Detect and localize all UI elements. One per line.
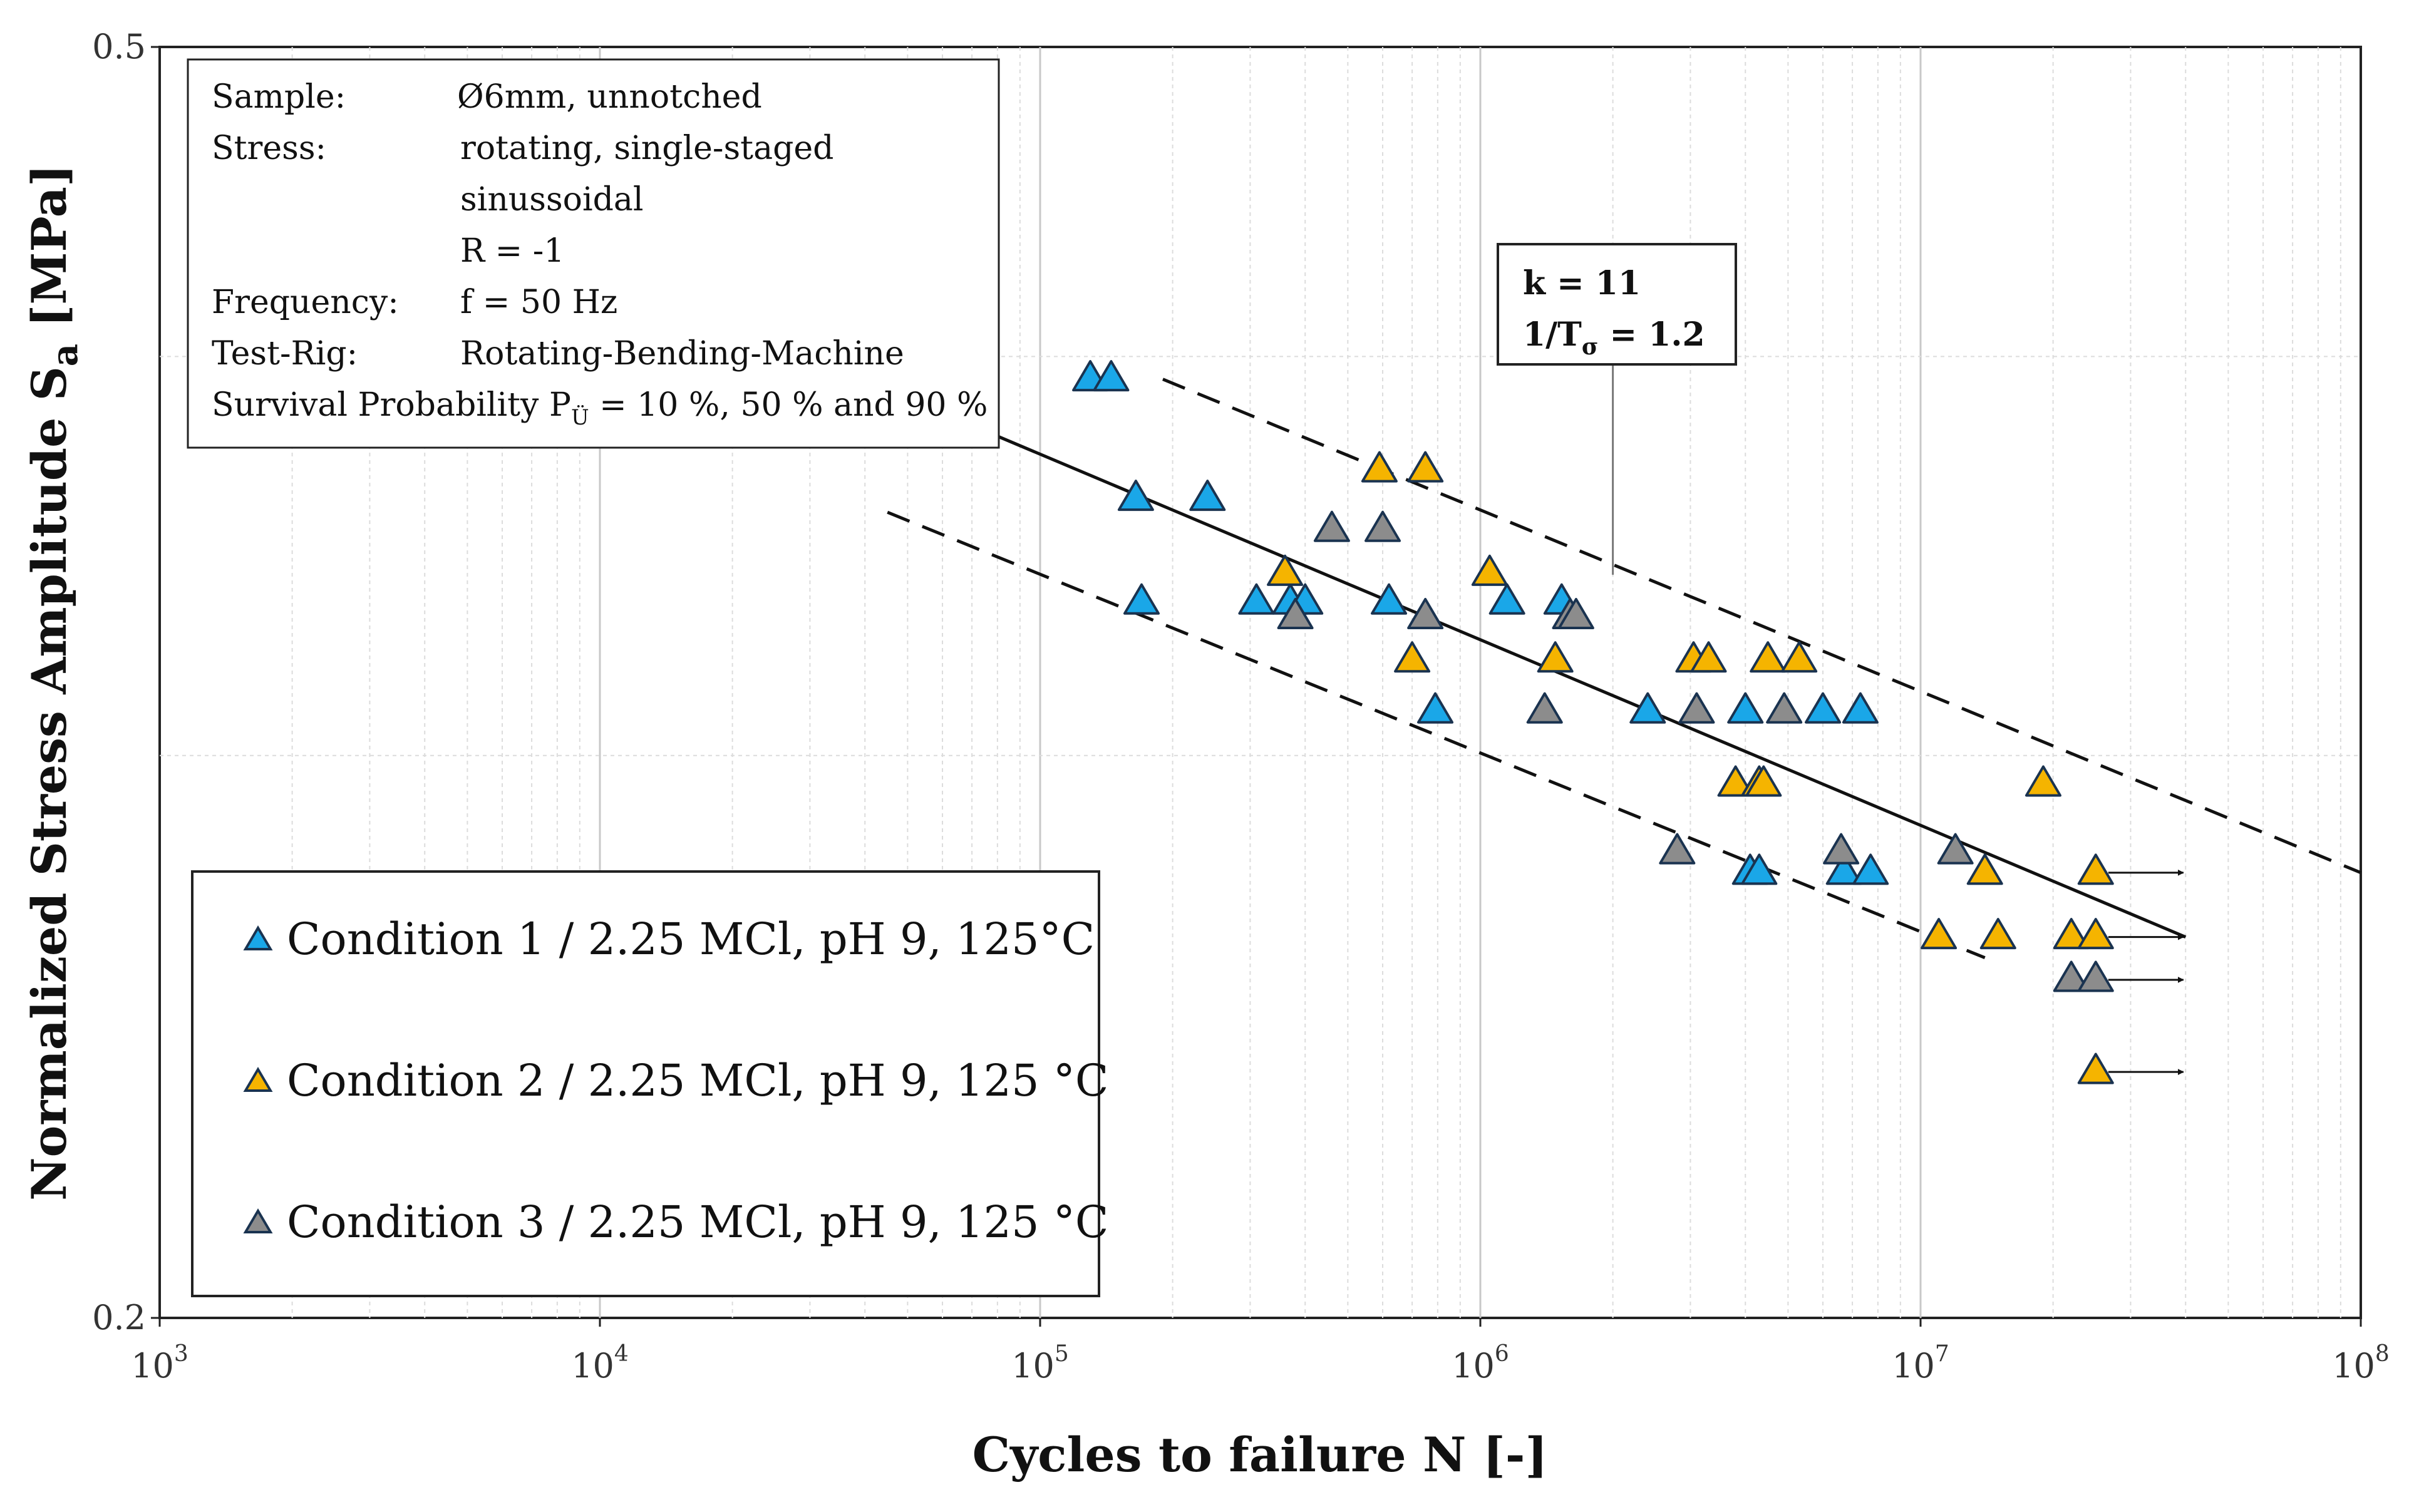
point-condition-2 <box>1537 641 1574 673</box>
point-condition-2 <box>1921 918 1958 950</box>
point-condition-3 <box>1407 597 1444 629</box>
point-condition-3 <box>1678 692 1715 724</box>
legend: Condition 1 / 2.25 MCl, pH 9, 125°C Cond… <box>191 870 1108 1297</box>
point-condition-3 <box>2053 960 2090 992</box>
point-condition-1 <box>1189 480 1226 512</box>
legend-label-condition-1: Condition 1 / 2.25 MCl, pH 9, 125°C <box>287 913 1095 965</box>
point-condition-2 <box>2077 918 2114 950</box>
x-tick-label: 104 <box>571 1341 629 1386</box>
point-condition-1 <box>1842 692 1879 724</box>
point-condition-2 <box>1361 451 1398 483</box>
annotation-k: k = 11 <box>1523 264 1641 302</box>
point-condition-2 <box>1781 641 1818 673</box>
point-condition-3 <box>1526 692 1563 724</box>
x-tick-label: 103 <box>131 1341 188 1386</box>
point-condition-1 <box>1805 692 1842 724</box>
x-tick-label: 108 <box>2332 1341 2390 1386</box>
point-condition-2 <box>1966 853 2003 885</box>
legend-label-condition-3: Condition 3 / 2.25 MCl, pH 9, 125 °C <box>287 1196 1108 1248</box>
runout-arrows <box>2108 869 2184 1076</box>
data-points <box>1072 360 2114 1084</box>
point-condition-2 <box>1407 451 1444 483</box>
x-tick-labels: 103 104 105 106 107 108 <box>131 1318 2390 1386</box>
x-tick-label: 106 <box>1452 1341 1509 1386</box>
info-stress-label: Stress: <box>212 130 326 167</box>
info-box: Sample: Ø6mm, unnotched Stress: rotating… <box>187 58 1000 449</box>
point-condition-2 <box>1394 641 1431 673</box>
point-condition-2 <box>2053 918 2090 950</box>
point-condition-2 <box>1750 641 1787 673</box>
point-condition-2 <box>1267 554 1304 586</box>
info-testrig-value: Rotating-Bending-Machine <box>460 335 904 373</box>
point-condition-2 <box>2077 1052 2114 1084</box>
legend-marker-condition-3 <box>243 1208 273 1233</box>
point-condition-3 <box>1313 510 1350 542</box>
point-condition-3 <box>1557 597 1594 629</box>
point-condition-3 <box>1364 510 1401 542</box>
point-condition-3 <box>1277 597 1314 629</box>
info-frequency-value: f = 50 Hz <box>460 284 617 321</box>
point-condition-1 <box>1852 853 1889 885</box>
y-tick-label: 0.5 <box>92 27 146 66</box>
y-tick-label: 0.2 <box>92 1298 146 1337</box>
point-condition-2 <box>1745 765 1782 797</box>
point-condition-3 <box>1937 833 1974 865</box>
point-condition-1 <box>1741 853 1778 885</box>
point-condition-1 <box>1238 583 1275 615</box>
point-condition-1 <box>1629 692 1666 724</box>
point-condition-1 <box>1417 692 1454 724</box>
info-stress-value: rotating, single-staged <box>460 130 833 167</box>
point-condition-2 <box>2077 853 2114 885</box>
point-condition-1 <box>1117 480 1154 512</box>
regression-lines <box>887 378 2361 960</box>
point-condition-1 <box>1488 583 1525 615</box>
point-condition-1 <box>1093 360 1130 392</box>
legend-marker-condition-2 <box>243 1067 273 1092</box>
point-condition-1 <box>1727 692 1764 724</box>
point-condition-2 <box>1717 765 1754 797</box>
point-condition-3 <box>1823 833 1860 865</box>
point-condition-2 <box>2025 765 2061 797</box>
line-50pct <box>887 388 2187 939</box>
info-sample-label: Sample: <box>212 78 346 116</box>
point-condition-2 <box>1471 554 1508 586</box>
x-tick-label: 107 <box>1892 1341 1949 1386</box>
y-axis-title: Normalized Stress Amplitude Sa [MPa] <box>21 164 86 1201</box>
point-condition-1 <box>1371 583 1408 615</box>
legend-marker-condition-1 <box>243 925 273 950</box>
point-condition-3 <box>1659 833 1696 865</box>
annotation-t: 1/Tσ = 1.2 <box>1523 316 1705 360</box>
point-condition-1 <box>1825 853 1862 885</box>
x-axis-title: Cycles to failure N [-] <box>972 1427 1548 1483</box>
slope-annotation: k = 11 1/Tσ = 1.2 <box>1497 243 1737 575</box>
info-sample-value: Ø6mm, unnotched <box>457 78 762 116</box>
point-condition-2 <box>1690 641 1727 673</box>
info-frequency-label: Frequency: <box>212 284 399 321</box>
x-tick-label: 105 <box>1011 1341 1069 1386</box>
point-condition-3 <box>1766 692 1803 724</box>
info-testrig-label: Test-Rig: <box>212 335 358 373</box>
point-condition-1 <box>1123 583 1160 615</box>
info-stress-value-2: sinussoidal <box>460 181 644 219</box>
point-condition-2 <box>1979 918 2016 950</box>
legend-label-condition-2: Condition 2 / 2.25 MCl, pH 9, 125 °C <box>287 1055 1108 1106</box>
info-survival: Survival Probability PÜ = 10 %, 50 % and… <box>212 386 988 430</box>
point-condition-3 <box>2077 960 2114 992</box>
line-10pct <box>887 510 1986 960</box>
line-90pct <box>1162 378 2361 875</box>
info-ratio-value: R = -1 <box>460 232 564 270</box>
y-tick-labels: 0.5 0.2 <box>92 27 160 1337</box>
